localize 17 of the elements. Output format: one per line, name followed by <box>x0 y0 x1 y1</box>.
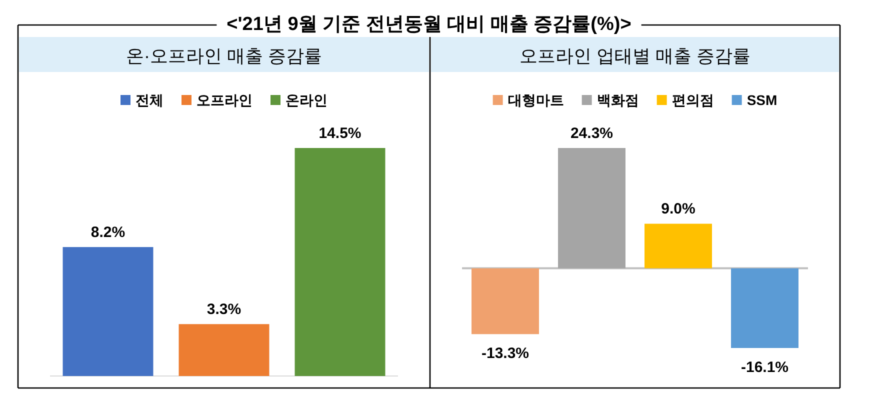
legend-label: 대형마트 <box>508 92 564 108</box>
chart-title: 오프라인 업태별 매출 증감률 <box>519 46 751 66</box>
text: <'21년 9월 기준 전년동월 대비 매출 증감률(%)> <box>226 14 632 35</box>
data-label: 14.5% <box>318 125 362 142</box>
data-label: 9.0% <box>661 200 696 218</box>
data-label: 24.3% <box>570 125 614 142</box>
legend-label: SSM <box>746 92 778 108</box>
legend-label: 백화점 <box>596 92 639 108</box>
data-label: 8.2% <box>90 224 126 242</box>
legend-label: 전체 <box>136 92 164 108</box>
data-label: 3.3% <box>206 301 242 318</box>
data-label: -13.3% <box>481 345 530 362</box>
chart-title: 온·오프라인 매출 증감률 <box>126 46 322 66</box>
legend-label: 편의점 <box>672 92 714 108</box>
data-label: -16.1% <box>740 359 789 376</box>
legend-label: 오프라인 <box>196 92 252 108</box>
legend-label: 온라인 <box>286 92 328 108</box>
